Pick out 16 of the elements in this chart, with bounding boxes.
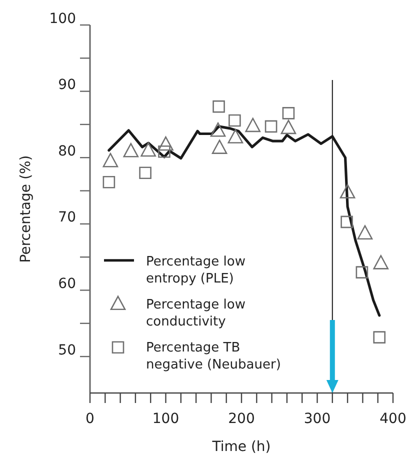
- x-tick-label: 200: [228, 411, 255, 427]
- y-tick-label: 70: [58, 210, 76, 226]
- y-tick-label: 100: [49, 10, 76, 27]
- x-tick-label: 300: [304, 411, 331, 427]
- x-axis-title: Time (h): [211, 439, 271, 455]
- legend-label: Percentage low entropy (PLE): [146, 254, 246, 286]
- y-axis-title: Percentage (%): [18, 155, 34, 263]
- legend-label: Percentage low conductivity: [146, 297, 246, 330]
- y-tick-label: 90: [58, 77, 76, 94]
- y-tick-label: 60: [58, 276, 76, 292]
- x-tick-label: 0: [86, 411, 94, 427]
- y-tick-label: 80: [58, 143, 76, 160]
- legend-label: Percentage TB negative (Neubauer): [146, 340, 281, 372]
- x-tick-label: 100: [152, 411, 180, 427]
- x-tick-label: 400: [380, 411, 406, 427]
- y-tick-label: 50: [58, 342, 76, 358]
